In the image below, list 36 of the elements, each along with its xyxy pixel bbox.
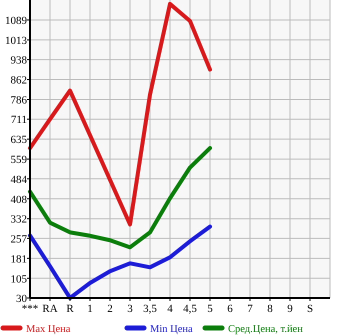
y-tick-label: 105 [10, 273, 28, 286]
x-tick-label: 6 [227, 303, 234, 315]
y-tick-label: 181 [10, 253, 27, 266]
x-tick-label: R [66, 303, 74, 315]
y-tick-label: 635 [10, 134, 28, 146]
legend-label: Max Цена [26, 324, 71, 335]
x-tick-label: S [306, 303, 314, 315]
x-tick-label: 3,5 [143, 303, 158, 315]
y-tick-label: 484 [10, 174, 28, 186]
y-tick-label: 938 [10, 54, 28, 67]
line-series [28, 2, 212, 226]
y-tick-label: 408 [10, 194, 28, 206]
x-tick-label: 4 [167, 303, 174, 315]
x-tick-label: 4,5 [183, 303, 198, 315]
y-tick-label: 1089 [5, 14, 28, 27]
y-tick-label: 559 [10, 154, 28, 166]
x-tick-label: 5 [207, 303, 214, 315]
y-tick-label: 711 [10, 114, 27, 126]
line-series [28, 146, 212, 250]
y-tick-label: 862 [10, 74, 27, 87]
x-tick-label: *** [22, 303, 38, 315]
x-tick-label: 2 [107, 303, 113, 315]
legend-label: Min Цена [150, 324, 193, 335]
x-tick-label: 8 [267, 303, 274, 315]
legend-label: Сред.Цена, т.йен [228, 324, 304, 335]
x-tick-label: 3 [127, 303, 134, 315]
line-series [28, 224, 212, 300]
x-tick-label: 7 [247, 303, 254, 315]
y-tick-label: 30 [16, 293, 28, 305]
y-tick-label: 332 [10, 214, 27, 226]
x-tick-label: 9 [287, 303, 294, 315]
y-tick-label: 1013 [5, 34, 28, 47]
y-tick-label: 257 [10, 233, 28, 246]
x-tick-label: RA [42, 303, 58, 315]
y-tick-label: 786 [10, 94, 28, 107]
x-tick-label: 1 [87, 303, 93, 315]
